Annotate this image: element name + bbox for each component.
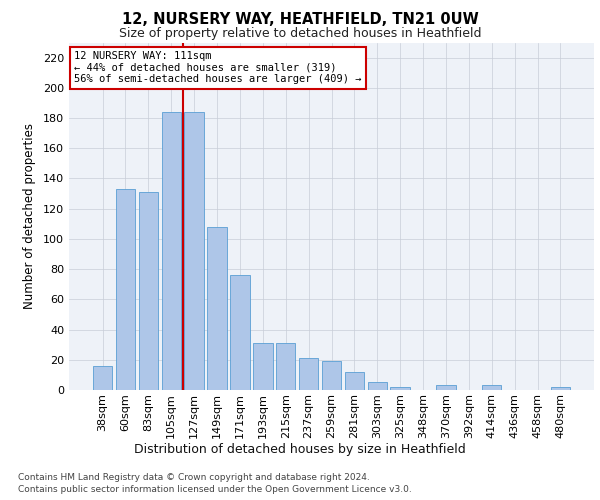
Bar <box>276 343 295 390</box>
Text: 12 NURSERY WAY: 111sqm
← 44% of detached houses are smaller (319)
56% of semi-de: 12 NURSERY WAY: 111sqm ← 44% of detached… <box>74 51 362 84</box>
Text: 12, NURSERY WAY, HEATHFIELD, TN21 0UW: 12, NURSERY WAY, HEATHFIELD, TN21 0UW <box>122 12 478 28</box>
Bar <box>344 372 364 390</box>
Bar <box>551 387 570 390</box>
Text: Contains HM Land Registry data © Crown copyright and database right 2024.: Contains HM Land Registry data © Crown c… <box>18 472 370 482</box>
Bar <box>482 386 502 390</box>
Bar <box>161 112 181 390</box>
Bar <box>116 189 135 390</box>
Bar <box>322 362 341 390</box>
Bar <box>253 343 272 390</box>
Bar <box>436 386 455 390</box>
Bar <box>139 192 158 390</box>
Bar <box>208 227 227 390</box>
Bar <box>230 275 250 390</box>
Bar <box>184 112 204 390</box>
Y-axis label: Number of detached properties: Number of detached properties <box>23 123 36 309</box>
Text: Size of property relative to detached houses in Heathfield: Size of property relative to detached ho… <box>119 28 481 40</box>
Bar <box>368 382 387 390</box>
Bar <box>391 387 410 390</box>
Bar <box>299 358 319 390</box>
Text: Contains public sector information licensed under the Open Government Licence v3: Contains public sector information licen… <box>18 485 412 494</box>
Bar <box>93 366 112 390</box>
Text: Distribution of detached houses by size in Heathfield: Distribution of detached houses by size … <box>134 442 466 456</box>
